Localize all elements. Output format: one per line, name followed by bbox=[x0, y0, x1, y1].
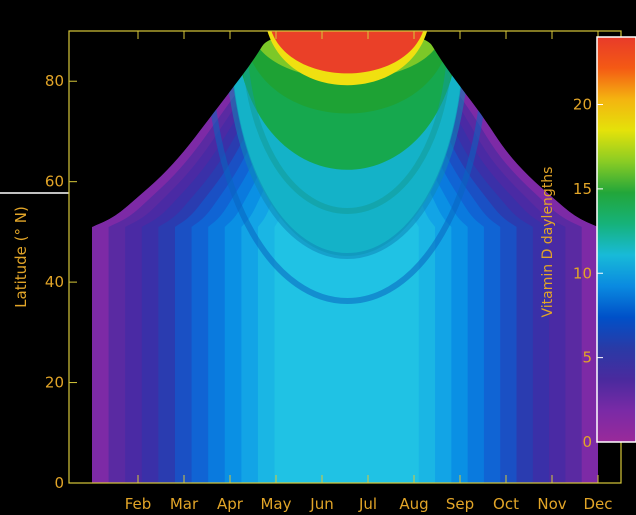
y-tick-label: 60 bbox=[45, 173, 64, 191]
x-tick-label: Apr bbox=[217, 495, 244, 513]
colorbar-tick-label: 15 bbox=[573, 180, 592, 198]
colorbar: 0 5 10 15 20 Vitamin D daylengths bbox=[540, 36, 636, 451]
colorbar-gradient bbox=[596, 36, 636, 443]
colorbar-label: Vitamin D daylengths bbox=[540, 167, 556, 318]
x-tick-label: Jul bbox=[358, 495, 377, 513]
contour-ridge bbox=[240, 31, 455, 214]
x-tick-label: Mar bbox=[170, 495, 199, 513]
colorbar-tick-label: 10 bbox=[573, 264, 592, 282]
x-tick-label: Nov bbox=[537, 495, 566, 513]
x-tick-label: May bbox=[260, 495, 291, 513]
colorbar-tick-label: 0 bbox=[582, 433, 592, 451]
colorbar-tick-label: 5 bbox=[582, 349, 592, 367]
x-tick-label: Sep bbox=[446, 495, 474, 513]
x-tick-label: Feb bbox=[125, 495, 152, 513]
y-tick-label: 40 bbox=[45, 273, 64, 291]
y-axis-label: Latitude (° N) bbox=[12, 206, 30, 308]
y-tick-label: 20 bbox=[45, 374, 64, 392]
x-tick-label: Dec bbox=[583, 495, 612, 513]
x-tick-label: Oct bbox=[493, 495, 519, 513]
y-tick-label: 0 bbox=[54, 474, 64, 492]
colorbar-tick-label: 20 bbox=[573, 96, 592, 114]
heatmap-plot bbox=[69, 31, 621, 483]
polar-day-region bbox=[271, 31, 424, 74]
contour-ridge bbox=[224, 31, 471, 259]
y-tick-label: 80 bbox=[45, 72, 64, 90]
x-tick-label: Aug bbox=[399, 495, 428, 513]
x-tick-label: Jun bbox=[309, 495, 333, 513]
contour-ridge bbox=[204, 31, 491, 304]
no-daylight-region bbox=[69, 31, 621, 227]
